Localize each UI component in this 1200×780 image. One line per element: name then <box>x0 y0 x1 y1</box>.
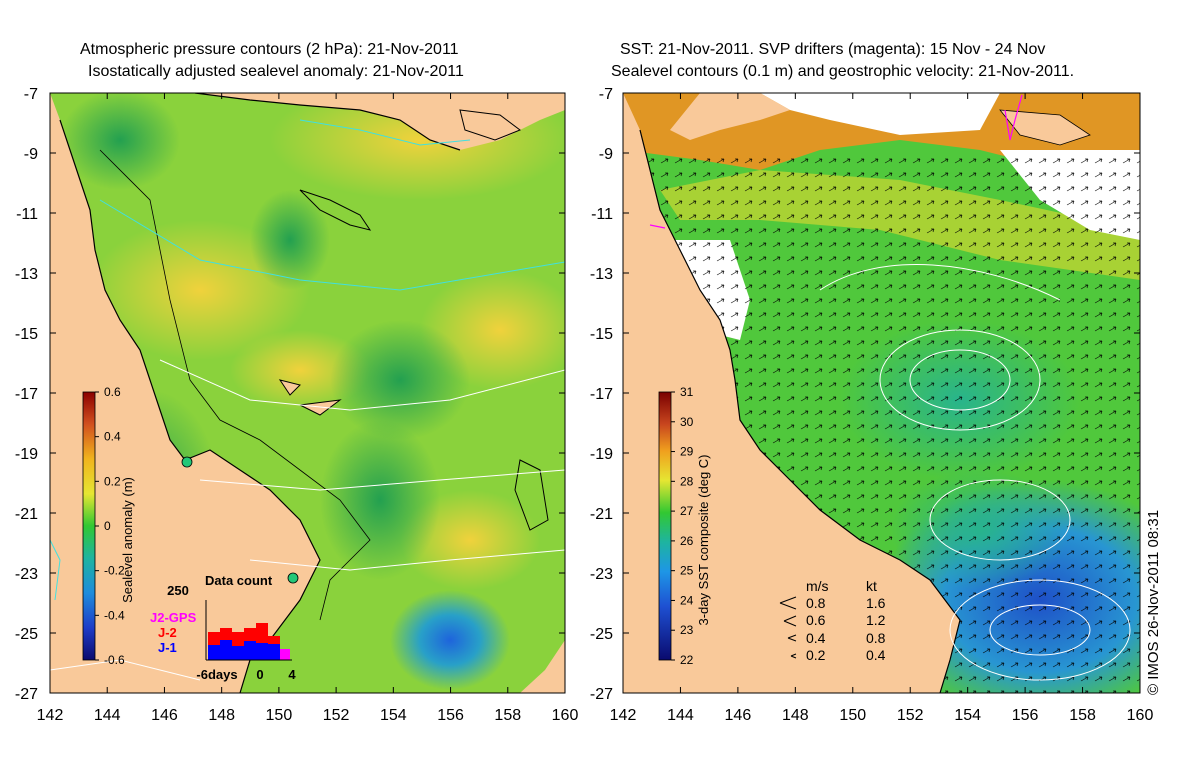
right-x-tick-label: 154 <box>954 707 981 724</box>
colorbar-tick-label: -0.4 <box>104 608 125 622</box>
sst-colorbar-label: 3-day SST composite (deg C) <box>696 455 711 626</box>
left-x-tick-label: 156 <box>437 707 464 724</box>
colorbar-tick-label: 0.6 <box>104 385 121 399</box>
right-x-tick-label: 156 <box>1012 707 1039 724</box>
velocity-key-kt-2: 0.8 <box>866 630 886 646</box>
velocity-key-kt-3: 0.4 <box>866 647 886 663</box>
left-x-tick-label: 146 <box>151 707 178 724</box>
right-y-tick-label: -17 <box>590 386 613 403</box>
sla-colorbar: 0.6 0.4 0.2 0 -0.2 -0.4 -0.6 Sealevel anomaly … <box>82 385 135 667</box>
colorbar-tick-label: -0.6 <box>104 653 125 667</box>
right-y-tick-label: -19 <box>590 446 613 463</box>
right-y-tick-label: -25 <box>590 626 613 643</box>
left-x-tick-label: 154 <box>380 707 407 724</box>
sst-colorbar: 31 30 29 28 27 26 25 24 23 22 3-day SST composite… <box>658 385 711 667</box>
colorbar-tick-label: 28 <box>680 474 694 488</box>
left-y-tick-label: -15 <box>15 326 38 343</box>
left-y-tick-label: -23 <box>15 566 38 583</box>
left-y-tick-label: -27 <box>15 686 38 703</box>
left-x-tick-label: 142 <box>37 707 64 724</box>
colorbar-tick-label: 24 <box>680 593 694 607</box>
right-x-tick-label: 144 <box>667 707 694 724</box>
left-x-tick-label: 144 <box>94 707 121 724</box>
right-x-tick-label: 160 <box>1127 707 1154 724</box>
left-y-tick-label: -21 <box>15 506 38 523</box>
left-y-tick-label: -9 <box>24 146 38 163</box>
right-y-tick-label: -27 <box>590 686 613 703</box>
right-title-line2: Sealevel contours (0.1 m) and geostrophi… <box>611 63 1075 80</box>
velocity-key-kt-0: 1.6 <box>866 595 886 611</box>
data-count-xtick-zero: 0 <box>256 667 263 682</box>
velocity-key-ms-header: m/s <box>806 578 829 594</box>
colorbar-tick-label: 31 <box>680 385 694 399</box>
sst-map: -7-9-11-13-15-17-19-21-23-25-27 142 144 14… <box>590 86 1154 724</box>
colorbar-tick-label: 27 <box>680 504 694 518</box>
right-x-tick-label: 148 <box>782 707 809 724</box>
right-y-tick-label: -23 <box>590 566 613 583</box>
left-x-tick-label: 158 <box>494 707 521 724</box>
colorbar-tick-label: 22 <box>680 653 694 667</box>
right-x-tick-label: 150 <box>839 707 866 724</box>
left-x-tick-label: 150 <box>266 707 293 724</box>
left-y-tick-label: -25 <box>15 626 38 643</box>
sealevel-anomaly-map: -7-9-11-13-15-17-19-21-23-25-27 142 144 14… <box>15 86 579 724</box>
right-title-line1: SST: 21-Nov-2011. SVP drifters (magenta)… <box>620 41 1046 58</box>
left-x-axis: 142 144 146 148 150 152 154 156 158 160 <box>37 93 579 724</box>
velocity-key-ms-2: 0.4 <box>806 630 826 646</box>
colorbar-tick-label: -0.2 <box>104 564 125 578</box>
left-y-tick-label: -19 <box>15 446 38 463</box>
right-x-tick-label: 142 <box>610 707 637 724</box>
velocity-key-ms-0: 0.8 <box>806 595 826 611</box>
data-count-inset: Data count 250 -6days 0 4 J2-GPS J-2 J-1 <box>150 573 296 682</box>
colorbar-tick-label: 30 <box>680 415 694 429</box>
colorbar-tick-label: 23 <box>680 623 694 637</box>
colorbar-tick-label: 0.2 <box>104 474 121 488</box>
legend-j2-gps: J2-GPS <box>150 610 197 625</box>
right-y-tick-label: -15 <box>590 326 613 343</box>
right-y-tick-label: -7 <box>599 86 613 103</box>
data-count-xtick-start: -6days <box>196 667 237 682</box>
colorbar-tick-label: 25 <box>680 564 694 578</box>
left-y-tick-label: -11 <box>16 206 38 223</box>
copyright-timestamp: © IMOS 26-Nov-2011 08:31 <box>1145 509 1162 695</box>
data-count-ytick: 250 <box>167 583 189 598</box>
colorbar-tick-label: 0 <box>104 519 111 533</box>
left-x-tick-label: 148 <box>208 707 235 724</box>
left-title-line2: Isostatically adjusted sealevel anomaly:… <box>88 63 464 80</box>
colorbar-tick-label: 26 <box>680 534 694 548</box>
colorbar-tick-label: 0.4 <box>104 430 121 444</box>
velocity-key-kt-header: kt <box>866 578 877 594</box>
left-y-tick-label: -13 <box>15 266 38 283</box>
right-y-axis: -7 -9 -11 -13 -15 -17 -19 -21 -23 -25 -27 <box>590 86 1140 703</box>
left-y-axis: -7 -9 -11 -13 -15 -17 -19 -21 -23 -25 -27 <box>15 86 565 703</box>
right-x-tick-label: 146 <box>725 707 752 724</box>
velocity-key-kt-1: 1.2 <box>866 612 886 628</box>
data-count-title: Data count <box>205 573 273 588</box>
right-y-tick-label: -13 <box>590 266 613 283</box>
right-y-tick-label: -9 <box>599 146 613 163</box>
sla-colorbar-label: Sealevel anomaly (m) <box>120 477 135 603</box>
right-y-tick-label: -21 <box>590 506 613 523</box>
right-y-tick-label: -11 <box>591 206 613 223</box>
legend-j2: J-2 <box>158 625 177 640</box>
left-x-tick-label: 160 <box>552 707 579 724</box>
data-count-bars <box>205 600 292 661</box>
velocity-key: m/s kt 0.8 1.6 0.6 1.2 0.4 0.8 0.2 0.4 <box>779 578 886 663</box>
colorbar-tick-label: 29 <box>680 445 694 459</box>
right-x-tick-label: 158 <box>1069 707 1096 724</box>
data-count-xtick-end: 4 <box>288 667 296 682</box>
right-x-tick-label: 152 <box>897 707 924 724</box>
velocity-key-ms-3: 0.2 <box>806 647 826 663</box>
left-y-tick-label: -7 <box>24 86 38 103</box>
legend-j1: J-1 <box>158 640 177 655</box>
right-x-axis: 142 144 146 148 150 152 154 156 158 160 <box>610 93 1154 724</box>
left-x-tick-label: 152 <box>323 707 350 724</box>
left-y-tick-label: -17 <box>15 386 38 403</box>
left-title-line1: Atmospheric pressure contours (2 hPa): 2… <box>80 41 459 58</box>
velocity-key-ms-1: 0.6 <box>806 612 826 628</box>
